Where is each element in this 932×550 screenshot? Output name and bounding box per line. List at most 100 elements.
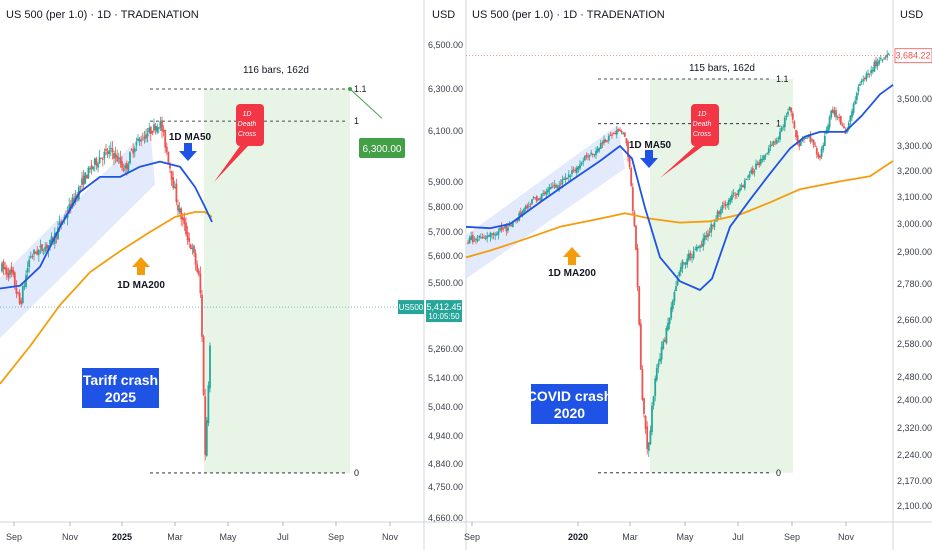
candle-body xyxy=(883,58,885,60)
candle-body xyxy=(748,174,751,178)
y-tick-label: 2,400.00 xyxy=(897,395,932,405)
candle-body xyxy=(545,191,548,195)
candle-body xyxy=(827,125,829,132)
candle-body xyxy=(793,121,796,129)
candle-body xyxy=(643,398,645,414)
target-dot xyxy=(348,87,352,91)
candle-body xyxy=(742,185,745,188)
candle-body xyxy=(42,252,45,254)
candle-body xyxy=(627,141,629,158)
candle-body xyxy=(98,157,101,164)
candle-body xyxy=(598,147,601,151)
fib-level-label: 1.1 xyxy=(354,84,367,94)
candle-body xyxy=(180,208,183,220)
target-tag-text: 6,300.00 xyxy=(363,144,402,155)
candle-body xyxy=(721,205,724,211)
candle-body xyxy=(756,163,759,166)
candle-body xyxy=(173,186,176,189)
candle-body xyxy=(183,218,186,224)
candle-body xyxy=(84,172,87,184)
candle-body xyxy=(673,291,676,302)
candle-body xyxy=(783,117,786,128)
candle-body xyxy=(871,69,874,72)
candle-body xyxy=(579,164,581,169)
candle-body xyxy=(739,187,741,191)
candle-body xyxy=(140,140,143,142)
candle-body xyxy=(495,233,498,235)
y-tick-label: 5,140.00 xyxy=(428,373,463,383)
candle-body xyxy=(521,211,524,217)
candle-body xyxy=(181,216,184,221)
candle-body xyxy=(676,277,679,286)
candle-body xyxy=(635,225,637,250)
candle-body xyxy=(830,110,833,118)
currency-label: USD xyxy=(900,9,923,21)
candle-body xyxy=(887,53,890,55)
candle-body xyxy=(73,197,75,203)
candle-body xyxy=(111,148,114,153)
y-tick-label: 2,240.00 xyxy=(897,450,932,460)
currency-label: USD xyxy=(432,9,455,21)
candle-body xyxy=(588,154,591,157)
candle-body xyxy=(4,267,7,270)
y-tick-label: 5,900.00 xyxy=(428,177,463,187)
candle-body xyxy=(831,109,834,113)
y-tick-label: 5,040.00 xyxy=(428,402,463,412)
y-tick-label: 3,200.00 xyxy=(897,166,932,176)
candle-body xyxy=(45,244,48,249)
candle-body xyxy=(47,245,50,251)
candle-body xyxy=(559,183,562,185)
candle-body xyxy=(823,135,826,146)
candle-body xyxy=(17,292,19,294)
candle-body xyxy=(740,185,743,188)
candle-body xyxy=(26,268,29,273)
death-cross-text: Cross xyxy=(238,131,257,138)
candle-body xyxy=(593,154,596,156)
candlestick-series xyxy=(1,116,211,461)
candle-body xyxy=(191,248,194,250)
candle-body xyxy=(881,59,884,61)
candle-body xyxy=(612,133,615,135)
candle-body xyxy=(644,415,647,429)
candle-body xyxy=(145,134,147,139)
candle-body xyxy=(700,244,703,246)
death-cross-text: 1D xyxy=(243,111,252,118)
target-tag-bg xyxy=(359,138,405,158)
candle-body xyxy=(101,158,104,160)
candle-body xyxy=(66,213,69,219)
candle-body xyxy=(747,176,749,178)
candle-body xyxy=(476,239,479,242)
candle-body xyxy=(531,199,533,204)
candle-body xyxy=(875,60,877,67)
candle-body xyxy=(628,156,631,167)
candle-body xyxy=(135,142,138,146)
candle-body xyxy=(878,60,881,64)
candle-body xyxy=(207,385,210,423)
candle-body xyxy=(201,294,203,337)
candle-body xyxy=(44,246,47,252)
candle-body xyxy=(28,259,31,268)
candle-body xyxy=(606,140,609,142)
candle-body xyxy=(146,133,149,137)
candle-body xyxy=(33,249,35,255)
target-connector xyxy=(349,88,383,119)
candle-body xyxy=(100,157,103,159)
candle-body xyxy=(468,237,471,244)
x-tick-label: Jul xyxy=(732,532,744,542)
candle-body xyxy=(814,145,817,147)
death-cross-text: Death xyxy=(693,121,712,128)
ma50-label: 1D MA50 xyxy=(629,140,672,151)
fib-level-label: 0 xyxy=(354,468,359,478)
candle-body xyxy=(499,228,501,231)
candle-body xyxy=(572,169,575,171)
candle-body xyxy=(535,196,538,202)
y-tick-label: 5,600.00 xyxy=(428,251,463,261)
candle-body xyxy=(178,208,181,213)
candle-body xyxy=(2,261,5,269)
candle-body xyxy=(787,111,789,115)
candle-body xyxy=(503,225,506,228)
